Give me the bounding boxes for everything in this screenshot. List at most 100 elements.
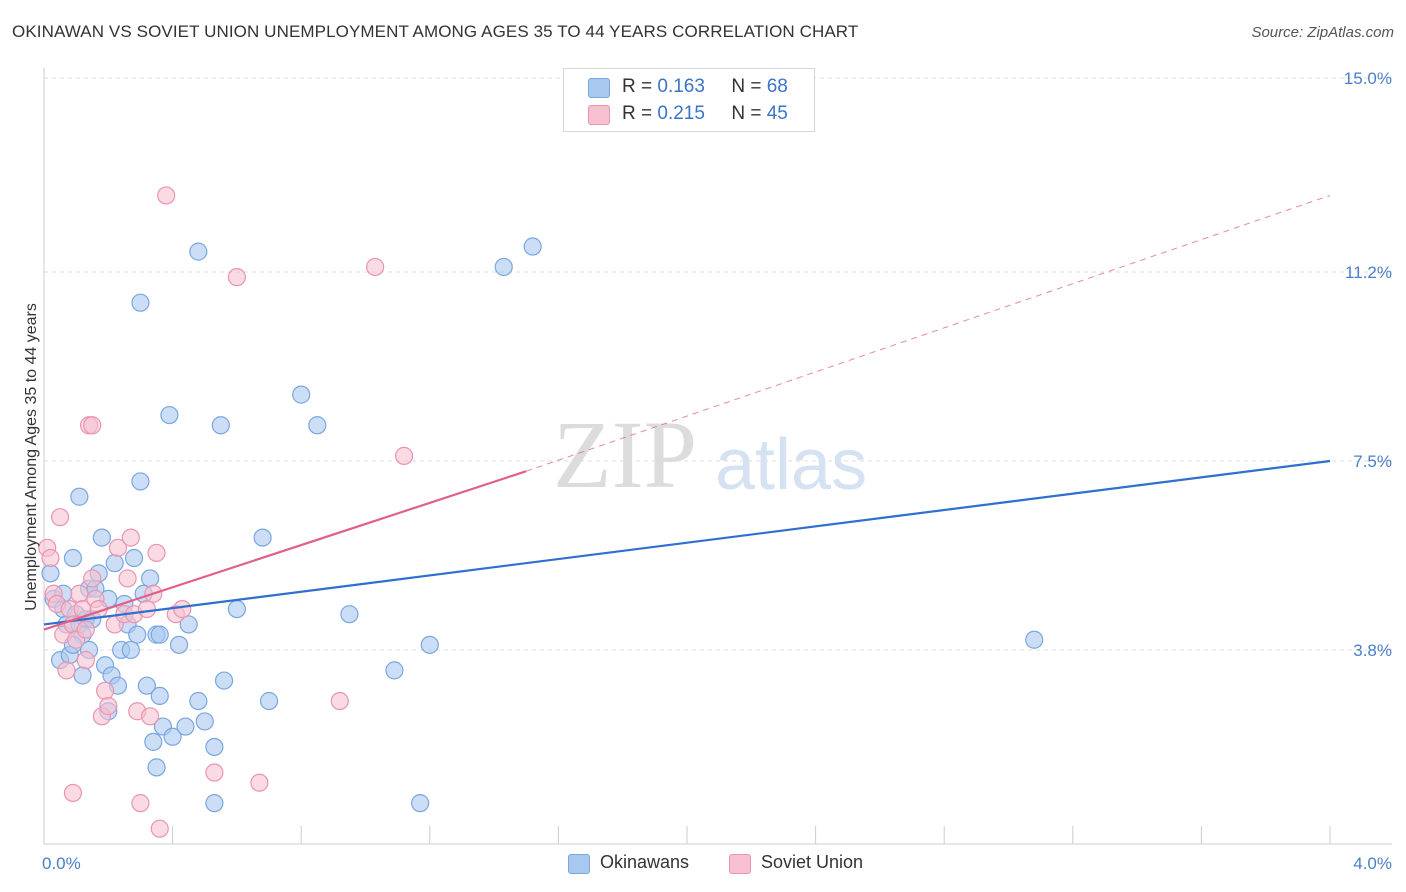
okinawans-point [189,691,208,711]
y-tick-label: 15.0% [1344,69,1392,88]
soviet-union-point [63,783,83,803]
watermark: ZIP atlas [553,401,867,508]
okinawans-point [211,416,230,435]
legend-n-value: 45 [766,103,788,124]
soviet-union-point [76,651,95,670]
soviet-union-point [394,446,414,465]
y-tick-label: 7.5% [1353,452,1392,471]
okinawans-point [259,691,279,711]
okinawans-point [205,737,224,757]
okinawans-point [179,615,198,634]
okinawans-point [137,676,156,695]
soviet-union-point [366,257,385,277]
soviet-union-swatch [588,105,610,125]
soviet-union-point [227,268,246,287]
bottom-legend-label: Okinawans [600,852,690,872]
okinawans-point [189,242,208,261]
okinawans-point [340,605,359,624]
legend-n-label: N = [731,76,762,97]
legend-r-value: 0.215 [657,103,705,124]
okinawans-point [420,635,439,654]
okinawans-point [131,293,150,312]
soviet-union-point [57,661,76,680]
okinawans-point [131,472,150,491]
soviet-union-point [83,416,102,435]
y-tick-label: 11.2% [1345,263,1392,282]
soviet-union-point [76,620,95,639]
okinawans-trend-line [43,459,1331,626]
okinawans-point [292,385,311,404]
soviet-union-point [147,543,166,563]
okinawans-point [227,599,246,619]
okinawans-point [63,548,83,568]
soviet-union-point [250,773,269,792]
points-layer [38,186,1044,838]
okinawans-point [523,237,542,256]
soviet-union-point [41,548,60,568]
legend-n-value: 68 [766,76,788,97]
okinawans-point [41,564,60,583]
okinawans-point [92,528,111,547]
okinawans-point [147,758,166,777]
axis-layer [43,68,1392,845]
soviet-union-point [131,794,150,813]
source-label: Source: ZipAtlas.com [1251,24,1394,41]
trend-layer [43,194,1331,631]
soviet-union-point [140,707,160,726]
bottom-legend-label: Soviet Union [761,852,864,872]
watermark-zip: ZIP [553,401,697,508]
soviet-union-point [50,508,70,527]
x-tick-label: 0.0% [42,854,81,873]
okinawans-point [214,671,234,690]
stats-legend: R = 0.163 N = 68 R = 0.215 N = 45 [563,68,815,132]
legend-r-label: R = [622,76,653,97]
grid-layer [44,77,1392,651]
okinawans-point [70,487,89,506]
watermark-atlas: atlas [715,425,867,505]
okinawans-point [124,548,144,568]
okinawans-swatch [568,854,590,874]
legend-r-value: 0.163 [657,76,705,97]
soviet-union-point [70,584,89,603]
soviet-union-point [108,538,128,557]
legend-r-label: R = [622,103,653,124]
soviet-union-point [137,599,156,619]
soviet-union-point [121,528,140,547]
soviet-union-point [118,569,137,588]
okinawans-point [150,625,169,644]
chart-title: OKINAWAN VS SOVIET UNION UNEMPLOYMENT AM… [12,22,859,41]
okinawans-point [150,686,169,706]
okinawans-point [163,727,182,746]
okinawans-point [121,640,140,660]
soviet-union-point [150,819,169,838]
okinawans-point [195,712,214,731]
okinawans-point [176,717,195,736]
soviet-union-point [157,186,176,205]
okinawans-point [160,405,179,425]
x-tick-label: 4.0% [1353,854,1392,873]
okinawans-point [253,528,272,547]
okinawans-point [105,554,124,573]
soviet-union-point [95,681,115,700]
okinawans-point [308,416,327,435]
okinawans-point [128,625,147,644]
okinawans-point [140,569,160,588]
soviet-union-point [205,763,224,782]
soviet-union-trend-extension [526,194,1331,472]
okinawans-point [411,794,430,813]
okinawans-point [494,257,513,277]
soviet-union-point [173,599,192,619]
okinawans-point [73,666,92,685]
soviet-union-trend-line [43,470,527,631]
okinawans-point [385,661,404,680]
soviet-union-point [99,697,118,716]
okinawans-point [169,635,189,654]
y-tick-label: 3.8% [1353,641,1392,660]
y-axis-label: Unemployment Among Ages 35 to 44 years [23,303,40,611]
soviet-union-point [330,691,349,711]
soviet-union-point [83,569,102,588]
okinawans-point [205,794,224,813]
okinawans-point [1025,630,1044,649]
okinawans-point [144,732,163,751]
